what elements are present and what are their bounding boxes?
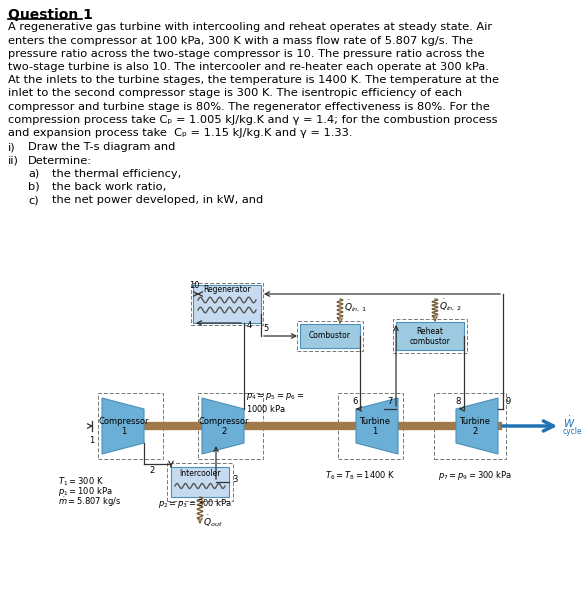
FancyBboxPatch shape bbox=[171, 467, 229, 497]
Text: 6: 6 bbox=[353, 397, 358, 406]
FancyBboxPatch shape bbox=[396, 322, 464, 350]
Text: $\dot{Q}_{in,\,2}$: $\dot{Q}_{in,\,2}$ bbox=[439, 298, 462, 313]
Text: 4: 4 bbox=[247, 321, 252, 330]
Text: Draw the T-s diagram and: Draw the T-s diagram and bbox=[28, 143, 175, 152]
Text: $\dot{W}$: $\dot{W}$ bbox=[563, 415, 576, 429]
Text: c): c) bbox=[28, 195, 39, 205]
Text: two-stage turbine is also 10. The intercooler and re-heater each operate at 300 : two-stage turbine is also 10. The interc… bbox=[8, 62, 489, 72]
Text: compression process take Cₚ = 1.005 kJ/kg.K and γ = 1.4; for the combustion proc: compression process take Cₚ = 1.005 kJ/k… bbox=[8, 115, 497, 125]
Text: 2: 2 bbox=[149, 466, 154, 475]
Polygon shape bbox=[102, 398, 144, 454]
Text: b): b) bbox=[28, 182, 39, 192]
Text: $p_2=p_3=300$ kPa: $p_2=p_3=300$ kPa bbox=[158, 498, 232, 510]
Text: $T_1=300$ K: $T_1=300$ K bbox=[58, 476, 103, 488]
FancyBboxPatch shape bbox=[193, 285, 261, 323]
Text: Reheat: Reheat bbox=[416, 327, 443, 336]
Text: $\dot{Q}_{out}$: $\dot{Q}_{out}$ bbox=[203, 513, 223, 529]
Text: 10: 10 bbox=[189, 281, 200, 290]
Text: Intercooler: Intercooler bbox=[179, 469, 220, 479]
Text: Determine:: Determine: bbox=[28, 156, 92, 166]
Text: 2: 2 bbox=[221, 426, 226, 435]
Text: 9: 9 bbox=[506, 397, 511, 406]
Text: enters the compressor at 100 kPa, 300 K with a mass flow rate of 5.807 kg/s. The: enters the compressor at 100 kPa, 300 K … bbox=[8, 36, 473, 46]
Text: $\dot{Q}_{in,\,1}$: $\dot{Q}_{in,\,1}$ bbox=[344, 299, 367, 314]
Text: Turbine: Turbine bbox=[459, 416, 490, 425]
Text: At the inlets to the turbine stages, the temperature is 1400 K. The temperature : At the inlets to the turbine stages, the… bbox=[8, 75, 499, 86]
Text: and expansion process take  Cₚ = 1.15 kJ/kg.K and γ = 1.33.: and expansion process take Cₚ = 1.15 kJ/… bbox=[8, 128, 352, 138]
Polygon shape bbox=[356, 398, 398, 454]
Text: ii): ii) bbox=[8, 156, 19, 166]
Text: $T_6=T_8=1400$ K: $T_6=T_8=1400$ K bbox=[325, 470, 395, 482]
Text: combustor: combustor bbox=[410, 336, 450, 346]
Text: Compressor: Compressor bbox=[99, 416, 149, 425]
Text: pressure ratio across the two-stage compressor is 10. The pressure ratio across : pressure ratio across the two-stage comp… bbox=[8, 49, 485, 59]
Text: Question 1: Question 1 bbox=[8, 8, 93, 22]
Text: Regenerator: Regenerator bbox=[203, 286, 251, 295]
Text: Turbine: Turbine bbox=[359, 416, 390, 425]
Text: 1: 1 bbox=[89, 436, 95, 445]
Text: the back work ratio,: the back work ratio, bbox=[52, 182, 166, 192]
Polygon shape bbox=[456, 398, 498, 454]
Text: i): i) bbox=[8, 143, 16, 152]
Text: 8: 8 bbox=[456, 397, 461, 406]
Text: Combustor: Combustor bbox=[309, 331, 351, 340]
Text: compressor and turbine stage is 80%. The regenerator effectiveness is 80%. For t: compressor and turbine stage is 80%. The… bbox=[8, 102, 490, 112]
Text: $\dot{m}=5.807$ kg/s: $\dot{m}=5.807$ kg/s bbox=[58, 495, 122, 509]
Text: a): a) bbox=[28, 169, 39, 179]
Text: cycle: cycle bbox=[563, 426, 583, 435]
Text: inlet to the second compressor stage is 300 K. The isentropic efficiency of each: inlet to the second compressor stage is … bbox=[8, 89, 462, 99]
FancyBboxPatch shape bbox=[300, 324, 360, 348]
Text: $p_1=100$ kPa: $p_1=100$ kPa bbox=[58, 485, 112, 498]
Text: $1000$ kPa: $1000$ kPa bbox=[246, 403, 286, 413]
Text: the net power developed, in kW, and: the net power developed, in kW, and bbox=[52, 195, 263, 205]
Text: 2: 2 bbox=[472, 426, 477, 435]
Text: 3: 3 bbox=[232, 475, 238, 484]
Text: $p_7=p_9=300$ kPa: $p_7=p_9=300$ kPa bbox=[438, 469, 512, 482]
Text: 1: 1 bbox=[121, 426, 126, 435]
Text: A regenerative gas turbine with intercooling and reheat operates at steady state: A regenerative gas turbine with intercoo… bbox=[8, 23, 492, 33]
Text: $p_4=p_5=p_6=$: $p_4=p_5=p_6=$ bbox=[246, 390, 304, 402]
Text: Compressor: Compressor bbox=[199, 416, 249, 425]
Text: 7: 7 bbox=[387, 397, 392, 406]
Text: the thermal efficiency,: the thermal efficiency, bbox=[52, 169, 181, 179]
Polygon shape bbox=[202, 398, 244, 454]
Text: 1: 1 bbox=[372, 426, 377, 435]
Text: 5: 5 bbox=[263, 324, 268, 333]
